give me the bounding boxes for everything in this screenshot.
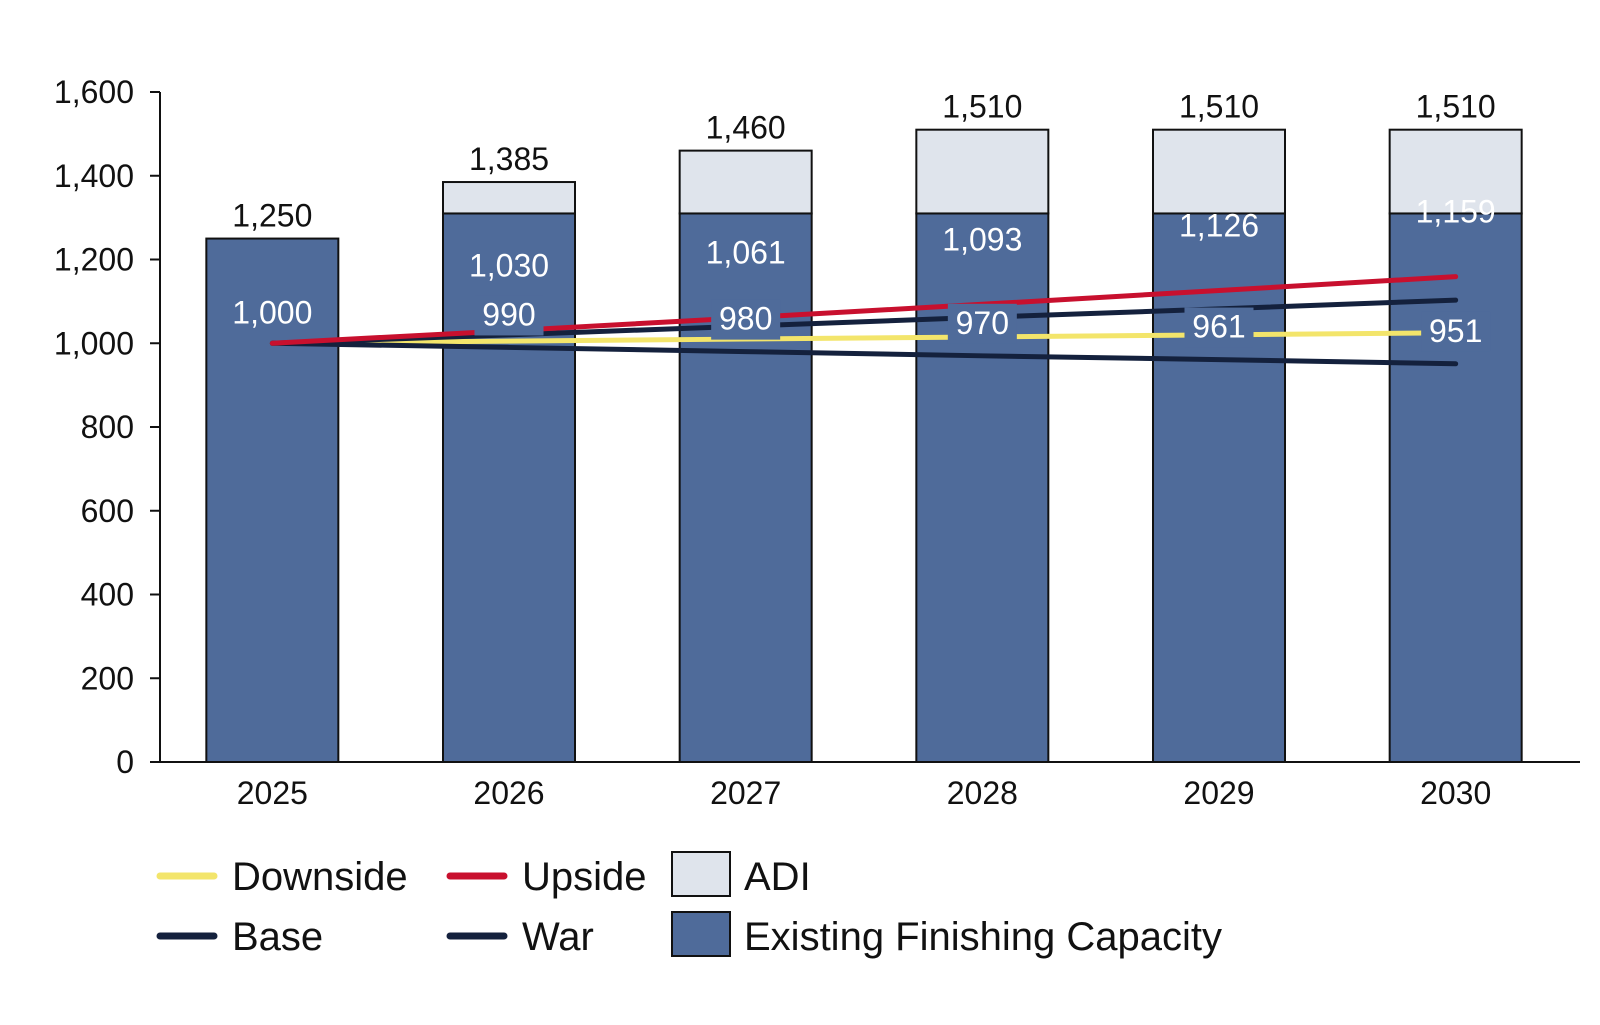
line-downside xyxy=(269,330,1459,346)
legend-label-adi: ADI xyxy=(744,855,811,899)
y-tick-label-1600: 1,600 xyxy=(54,74,134,110)
bar-adi-2029 xyxy=(1152,128,1286,215)
line-label-bg-war-2026 xyxy=(474,295,544,336)
line-label-bg-war-2029 xyxy=(1184,307,1254,348)
x-tick-label-2029: 2029 xyxy=(1183,775,1254,811)
line-label-upside-2025: 1,000 xyxy=(232,294,312,330)
bar-adi-2030 xyxy=(1388,128,1523,215)
legend-swatch-existing-finishing-capacity xyxy=(671,911,731,957)
line-upside xyxy=(269,274,1459,346)
bar-total-label-2030: 1,510 xyxy=(1416,89,1496,125)
x-tick-label-2030: 2030 xyxy=(1420,775,1491,811)
bar-total-label-2025: 1,250 xyxy=(232,198,312,234)
legend-label-base: Base xyxy=(232,915,323,959)
bar-adi-2026 xyxy=(442,181,576,215)
line-label-war-2027: 980 xyxy=(719,301,772,337)
y-tick-label-200: 200 xyxy=(81,660,134,696)
line-label-war-2029: 961 xyxy=(1192,309,1245,345)
bar-total-label-2029: 1,510 xyxy=(1179,89,1259,125)
legend-label-existing-finishing-capacity: Existing Finishing Capacity xyxy=(744,915,1222,959)
bar-adi-2028 xyxy=(915,128,1050,215)
legend: Downside Upside ADI Base War Existing Finishi… xyxy=(156,851,1222,959)
line-label-bg-war-2030 xyxy=(1421,311,1491,352)
bars-layer xyxy=(205,128,1523,763)
lines-layer xyxy=(269,274,1459,367)
line-label-upside-2027: 1,061 xyxy=(706,235,786,271)
legend-swatch-adi xyxy=(671,851,731,897)
y-tick-label-1000: 1,000 xyxy=(54,325,134,361)
bar-total-label-2028: 1,510 xyxy=(942,89,1022,125)
legend-label-downside: Downside xyxy=(232,855,408,899)
line-label-war-2026: 990 xyxy=(482,296,535,332)
line-base xyxy=(269,297,1459,346)
y-tick-label-1400: 1,400 xyxy=(54,158,134,194)
y-tick-label-0: 0 xyxy=(116,744,134,780)
bar-existing-finishing-capacity-2025 xyxy=(205,237,340,763)
line-label-upside-2026: 1,030 xyxy=(469,248,549,284)
line-label-war-2028: 970 xyxy=(956,305,1009,341)
line-war xyxy=(269,340,1459,367)
x-tick-label-2026: 2026 xyxy=(473,775,544,811)
bar-existing-finishing-capacity-2030 xyxy=(1388,212,1523,763)
bar-existing-finishing-capacity-2028 xyxy=(915,212,1050,763)
legend-label-upside: Upside xyxy=(522,855,647,899)
y-tick-label-800: 800 xyxy=(81,409,134,445)
line-label-bg-war-2028 xyxy=(947,303,1017,344)
y-tick-label-400: 400 xyxy=(81,577,134,613)
bar-existing-finishing-capacity-2029 xyxy=(1152,212,1286,763)
line-label-upside-2029: 1,126 xyxy=(1179,207,1259,243)
bar-total-label-2027: 1,460 xyxy=(706,110,786,146)
axes-layer: 0 200 400 600 800 1,000 1,200 1,400 1,600 2025 202… xyxy=(54,74,1580,811)
line-label-upside-2030: 1,159 xyxy=(1416,194,1496,230)
x-tick-label-2025: 2025 xyxy=(237,775,308,811)
line-label-bg-war-2027 xyxy=(711,299,781,340)
x-tick-label-2027: 2027 xyxy=(710,775,781,811)
bar-adi-2027 xyxy=(678,149,813,215)
bar-total-label-2026: 1,385 xyxy=(469,141,549,177)
bar-existing-finishing-capacity-2027 xyxy=(678,212,813,763)
line-label-upside-2028: 1,093 xyxy=(942,221,1022,257)
y-tick-label-1200: 1,200 xyxy=(54,242,134,278)
line-label-war-2030: 951 xyxy=(1429,313,1482,349)
labels-layer: 1,250 1,385 1,460 1,510 1,510 1,510 1,000 1,030… xyxy=(232,89,1496,352)
y-tick-label-600: 600 xyxy=(81,493,134,529)
legend-label-war: War xyxy=(522,915,594,959)
x-tick-label-2028: 2028 xyxy=(947,775,1018,811)
